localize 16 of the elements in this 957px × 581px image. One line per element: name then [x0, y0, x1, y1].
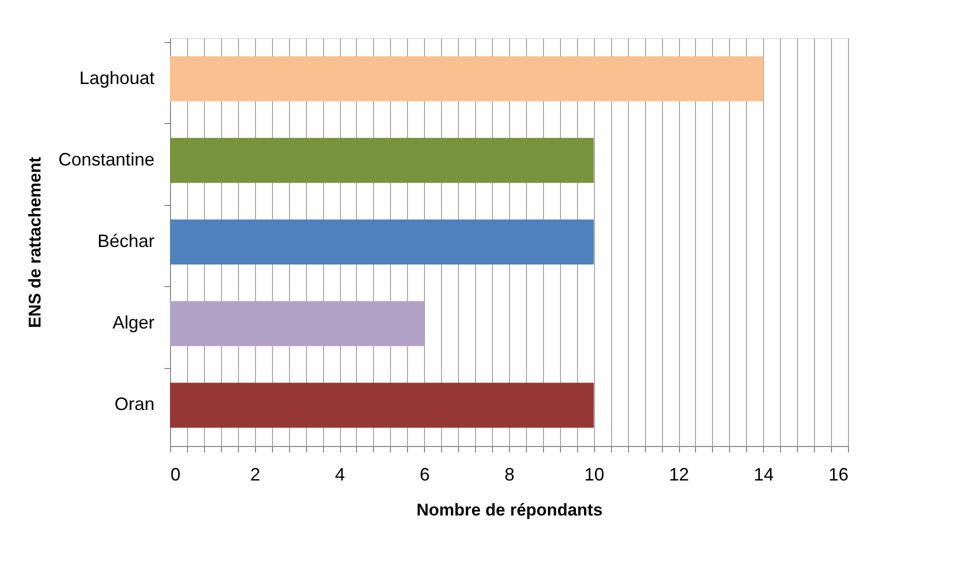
x-tick-label: 10	[584, 464, 604, 484]
x-tick-label: 16	[828, 464, 848, 484]
y-tick-label: Constantine	[58, 149, 154, 170]
x-tick-label: 4	[334, 464, 346, 484]
x-tick-label: 0	[170, 464, 181, 484]
y-axis-title: ENS de rattachement	[25, 156, 44, 328]
y-tick-label: Laghouat	[79, 68, 154, 88]
x-tick-label: 12	[668, 464, 690, 484]
x-tick-label: 14	[754, 464, 774, 484]
x-axis-title: Nombre de répondants	[416, 500, 603, 520]
y-tick-label: Béchar	[97, 231, 154, 251]
x-tick-label: 2	[250, 464, 260, 484]
y-tick-label: Alger	[112, 312, 154, 333]
x-tick-label: 6	[420, 464, 430, 484]
x-tick-label: 8	[504, 464, 515, 484]
y-tick-label: Oran	[114, 394, 154, 414]
